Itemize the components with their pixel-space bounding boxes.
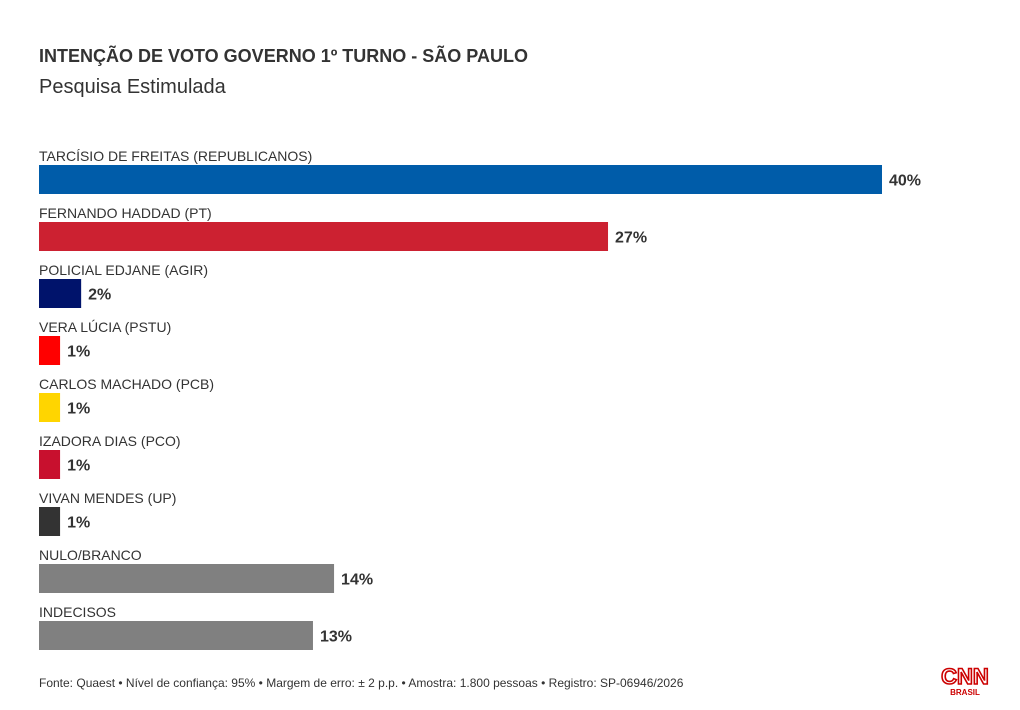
bar-row-policial-edjane-agir: POLICIAL EDJANE (AGIR) 2% bbox=[39, 262, 208, 308]
bar-row-indecisos: INDECISOS 13% bbox=[39, 604, 352, 650]
bar bbox=[39, 165, 882, 194]
bar bbox=[39, 336, 61, 365]
bar bbox=[39, 393, 61, 422]
logo-brand-text: CNN bbox=[941, 664, 989, 689]
bar-row-izadora-dias-pco: IZADORA DIAS (PCO) 1% bbox=[39, 433, 181, 479]
value-label: 1% bbox=[67, 344, 90, 361]
bar bbox=[39, 621, 313, 650]
chart-subtitle: Pesquisa Estimulada bbox=[39, 76, 226, 98]
value-label: 14% bbox=[341, 572, 373, 589]
bar bbox=[39, 222, 609, 251]
bar-row-tarcisio-de-freitas-republicanos: TARCÍSIO DE FREITAS (REPUBLICANOS) 40% bbox=[39, 148, 921, 194]
source-footer: Fonte: Quaest • Nível de confiança: 95% … bbox=[39, 676, 684, 690]
category-label: TARCÍSIO DE FREITAS (REPUBLICANOS) bbox=[39, 148, 312, 164]
category-label: FERNANDO HADDAD (PT) bbox=[39, 205, 212, 221]
value-label: 2% bbox=[88, 287, 111, 304]
category-label: VIVAN MENDES (UP) bbox=[39, 490, 176, 506]
category-label: VERA LÚCIA (PSTU) bbox=[39, 319, 171, 335]
value-label: 40% bbox=[889, 173, 921, 190]
bar bbox=[39, 564, 335, 593]
value-label: 27% bbox=[615, 230, 647, 247]
bar bbox=[39, 450, 61, 479]
value-label: 1% bbox=[67, 458, 90, 475]
category-label: POLICIAL EDJANE (AGIR) bbox=[39, 262, 208, 278]
bar-row-nulo-branco: NULO/BRANCO 14% bbox=[39, 547, 373, 593]
bar bbox=[39, 507, 61, 536]
value-label: 1% bbox=[67, 401, 90, 418]
category-label: INDECISOS bbox=[39, 604, 116, 620]
bar-chart: TARCÍSIO DE FREITAS (REPUBLICANOS) 40% FER… bbox=[39, 148, 921, 650]
bar-row-fernando-haddad-pt: FERNANDO HADDAD (PT) 27% bbox=[39, 205, 647, 251]
category-label: IZADORA DIAS (PCO) bbox=[39, 433, 181, 449]
category-label: CARLOS MACHADO (PCB) bbox=[39, 376, 214, 392]
cnn-brasil-logo: CNN BRASIL bbox=[940, 664, 989, 697]
category-label: NULO/BRANCO bbox=[39, 547, 142, 563]
bar-row-vera-lucia-pstu: VERA LÚCIA (PSTU) 1% bbox=[39, 319, 171, 365]
value-label: 13% bbox=[320, 629, 352, 646]
bar-row-vivan-mendes-up: VIVAN MENDES (UP) 1% bbox=[39, 490, 176, 536]
bar-row-carlos-machado-pcb: CARLOS MACHADO (PCB) 1% bbox=[39, 376, 214, 422]
logo-sub-text: BRASIL bbox=[950, 688, 980, 697]
chart-title: INTENÇÃO DE VOTO GOVERNO 1º TURNO - SÃO … bbox=[39, 46, 528, 66]
value-label: 1% bbox=[67, 515, 90, 532]
bar bbox=[39, 279, 82, 308]
